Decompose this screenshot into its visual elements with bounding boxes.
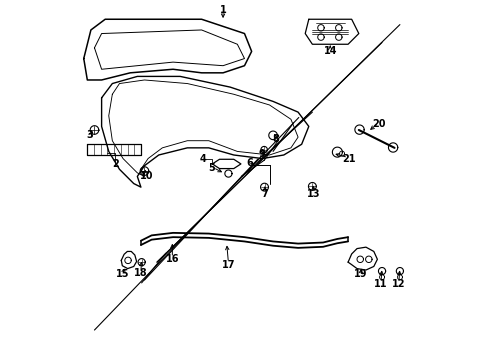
Text: 16: 16: [165, 254, 179, 264]
Text: 6: 6: [246, 158, 253, 168]
Text: 5: 5: [208, 163, 215, 173]
Text: 10: 10: [139, 171, 153, 181]
Text: 15: 15: [116, 269, 129, 279]
Text: 18: 18: [134, 268, 147, 278]
Text: 13: 13: [307, 189, 320, 199]
Text: 21: 21: [342, 154, 355, 163]
Text: 9: 9: [258, 149, 264, 159]
Text: 1: 1: [219, 5, 226, 15]
Text: 17: 17: [221, 260, 235, 270]
Text: 3: 3: [87, 130, 93, 140]
Text: 20: 20: [371, 118, 385, 129]
Text: 4: 4: [200, 154, 206, 164]
Text: 14: 14: [323, 46, 336, 56]
Text: 8: 8: [272, 134, 279, 144]
Text: 12: 12: [391, 279, 405, 289]
Text: 19: 19: [353, 269, 367, 279]
Text: 11: 11: [373, 279, 387, 289]
Text: 2: 2: [112, 159, 118, 169]
Text: 7: 7: [261, 189, 268, 199]
